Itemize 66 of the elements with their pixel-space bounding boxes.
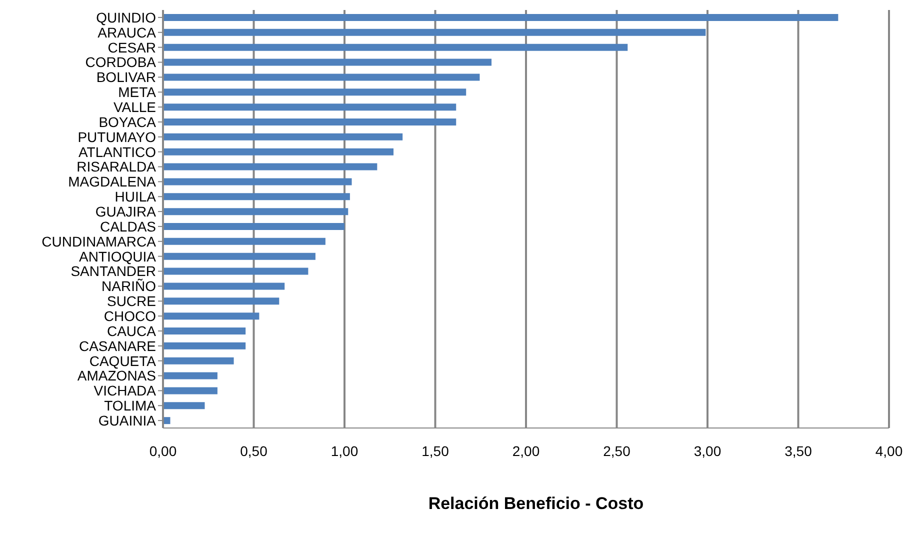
bar (163, 88, 466, 96)
x-tick-label: 4,00 (875, 442, 903, 459)
bar (163, 223, 344, 230)
bar (163, 298, 280, 305)
y-tick-label: VICHADA (94, 382, 157, 399)
x-tick-label: 2,50 (603, 442, 631, 459)
bar (163, 312, 260, 320)
y-tick-label: ATLANTICO (78, 144, 156, 160)
x-tick-label: 0,50 (240, 442, 268, 459)
bar (163, 342, 246, 350)
y-tick-label: NARIÑO (102, 278, 156, 294)
y-tick-label: ARAUCA (98, 24, 157, 40)
bar (163, 402, 205, 410)
y-tick-label: CALDAS (100, 218, 156, 234)
bar (163, 163, 378, 170)
y-tick-label: META (118, 84, 157, 100)
y-tick-label: CHOCO (104, 308, 156, 324)
bar (163, 104, 456, 111)
y-tick-label: CAUCA (106, 322, 157, 339)
y-tick-label: PUTUMAYO (78, 128, 156, 145)
bar (163, 118, 456, 126)
y-tick-label: ANTIOQUIA (78, 248, 157, 264)
x-tick-label: 3,50 (784, 442, 812, 459)
y-tick-label: SUCRE (106, 293, 156, 310)
bar (163, 193, 350, 200)
x-tick-label: 0,00 (149, 442, 177, 459)
y-tick-label: BOYACA (98, 114, 157, 130)
bar (163, 252, 316, 260)
y-tick-label: GUAINIA (98, 412, 157, 429)
bar (163, 58, 492, 66)
x-axis-title: Relación Beneficio - Costo (427, 494, 645, 514)
y-tick-label: QUINDIO (96, 9, 156, 26)
bar (163, 328, 246, 334)
x-tick-label: 2,00 (512, 442, 540, 459)
y-tick-label: RISARALDA (76, 158, 157, 175)
y-tick-label: CASANARE (78, 338, 156, 354)
y-tick-label: SANTANDER (70, 263, 156, 280)
bar (163, 208, 348, 216)
y-tick-label: AMAZONAS (77, 368, 156, 384)
x-tick-label: 1,50 (422, 442, 450, 459)
x-tick-label: 3,00 (694, 442, 722, 459)
y-tick-label: GUAJIRA (95, 204, 157, 220)
bar (163, 148, 394, 156)
y-tick-label: VALLE (113, 99, 156, 116)
bar (163, 268, 308, 275)
bar (163, 28, 706, 36)
y-tick-label: TOLIMA (104, 398, 157, 414)
bar (163, 372, 218, 380)
bar (163, 74, 480, 81)
x-tick-label: 1,00 (330, 442, 358, 459)
bar (163, 14, 838, 21)
y-tick-label: CUNDINAMARCA (42, 233, 157, 250)
bar (163, 178, 352, 186)
bar (163, 417, 170, 424)
y-tick-label: CESAR (108, 39, 156, 56)
bar (163, 357, 234, 364)
y-tick-label: BOLIVAR (96, 69, 156, 86)
bar (163, 238, 326, 245)
bar (163, 387, 218, 394)
y-tick-label: MAGDALENA (68, 174, 157, 190)
bar (163, 44, 628, 51)
y-tick-label: CORDOBA (85, 54, 157, 70)
y-tick-label: HUILA (114, 188, 157, 205)
y-tick-label: CAQUETA (89, 352, 157, 369)
bar (163, 282, 285, 290)
bar (163, 133, 403, 140)
